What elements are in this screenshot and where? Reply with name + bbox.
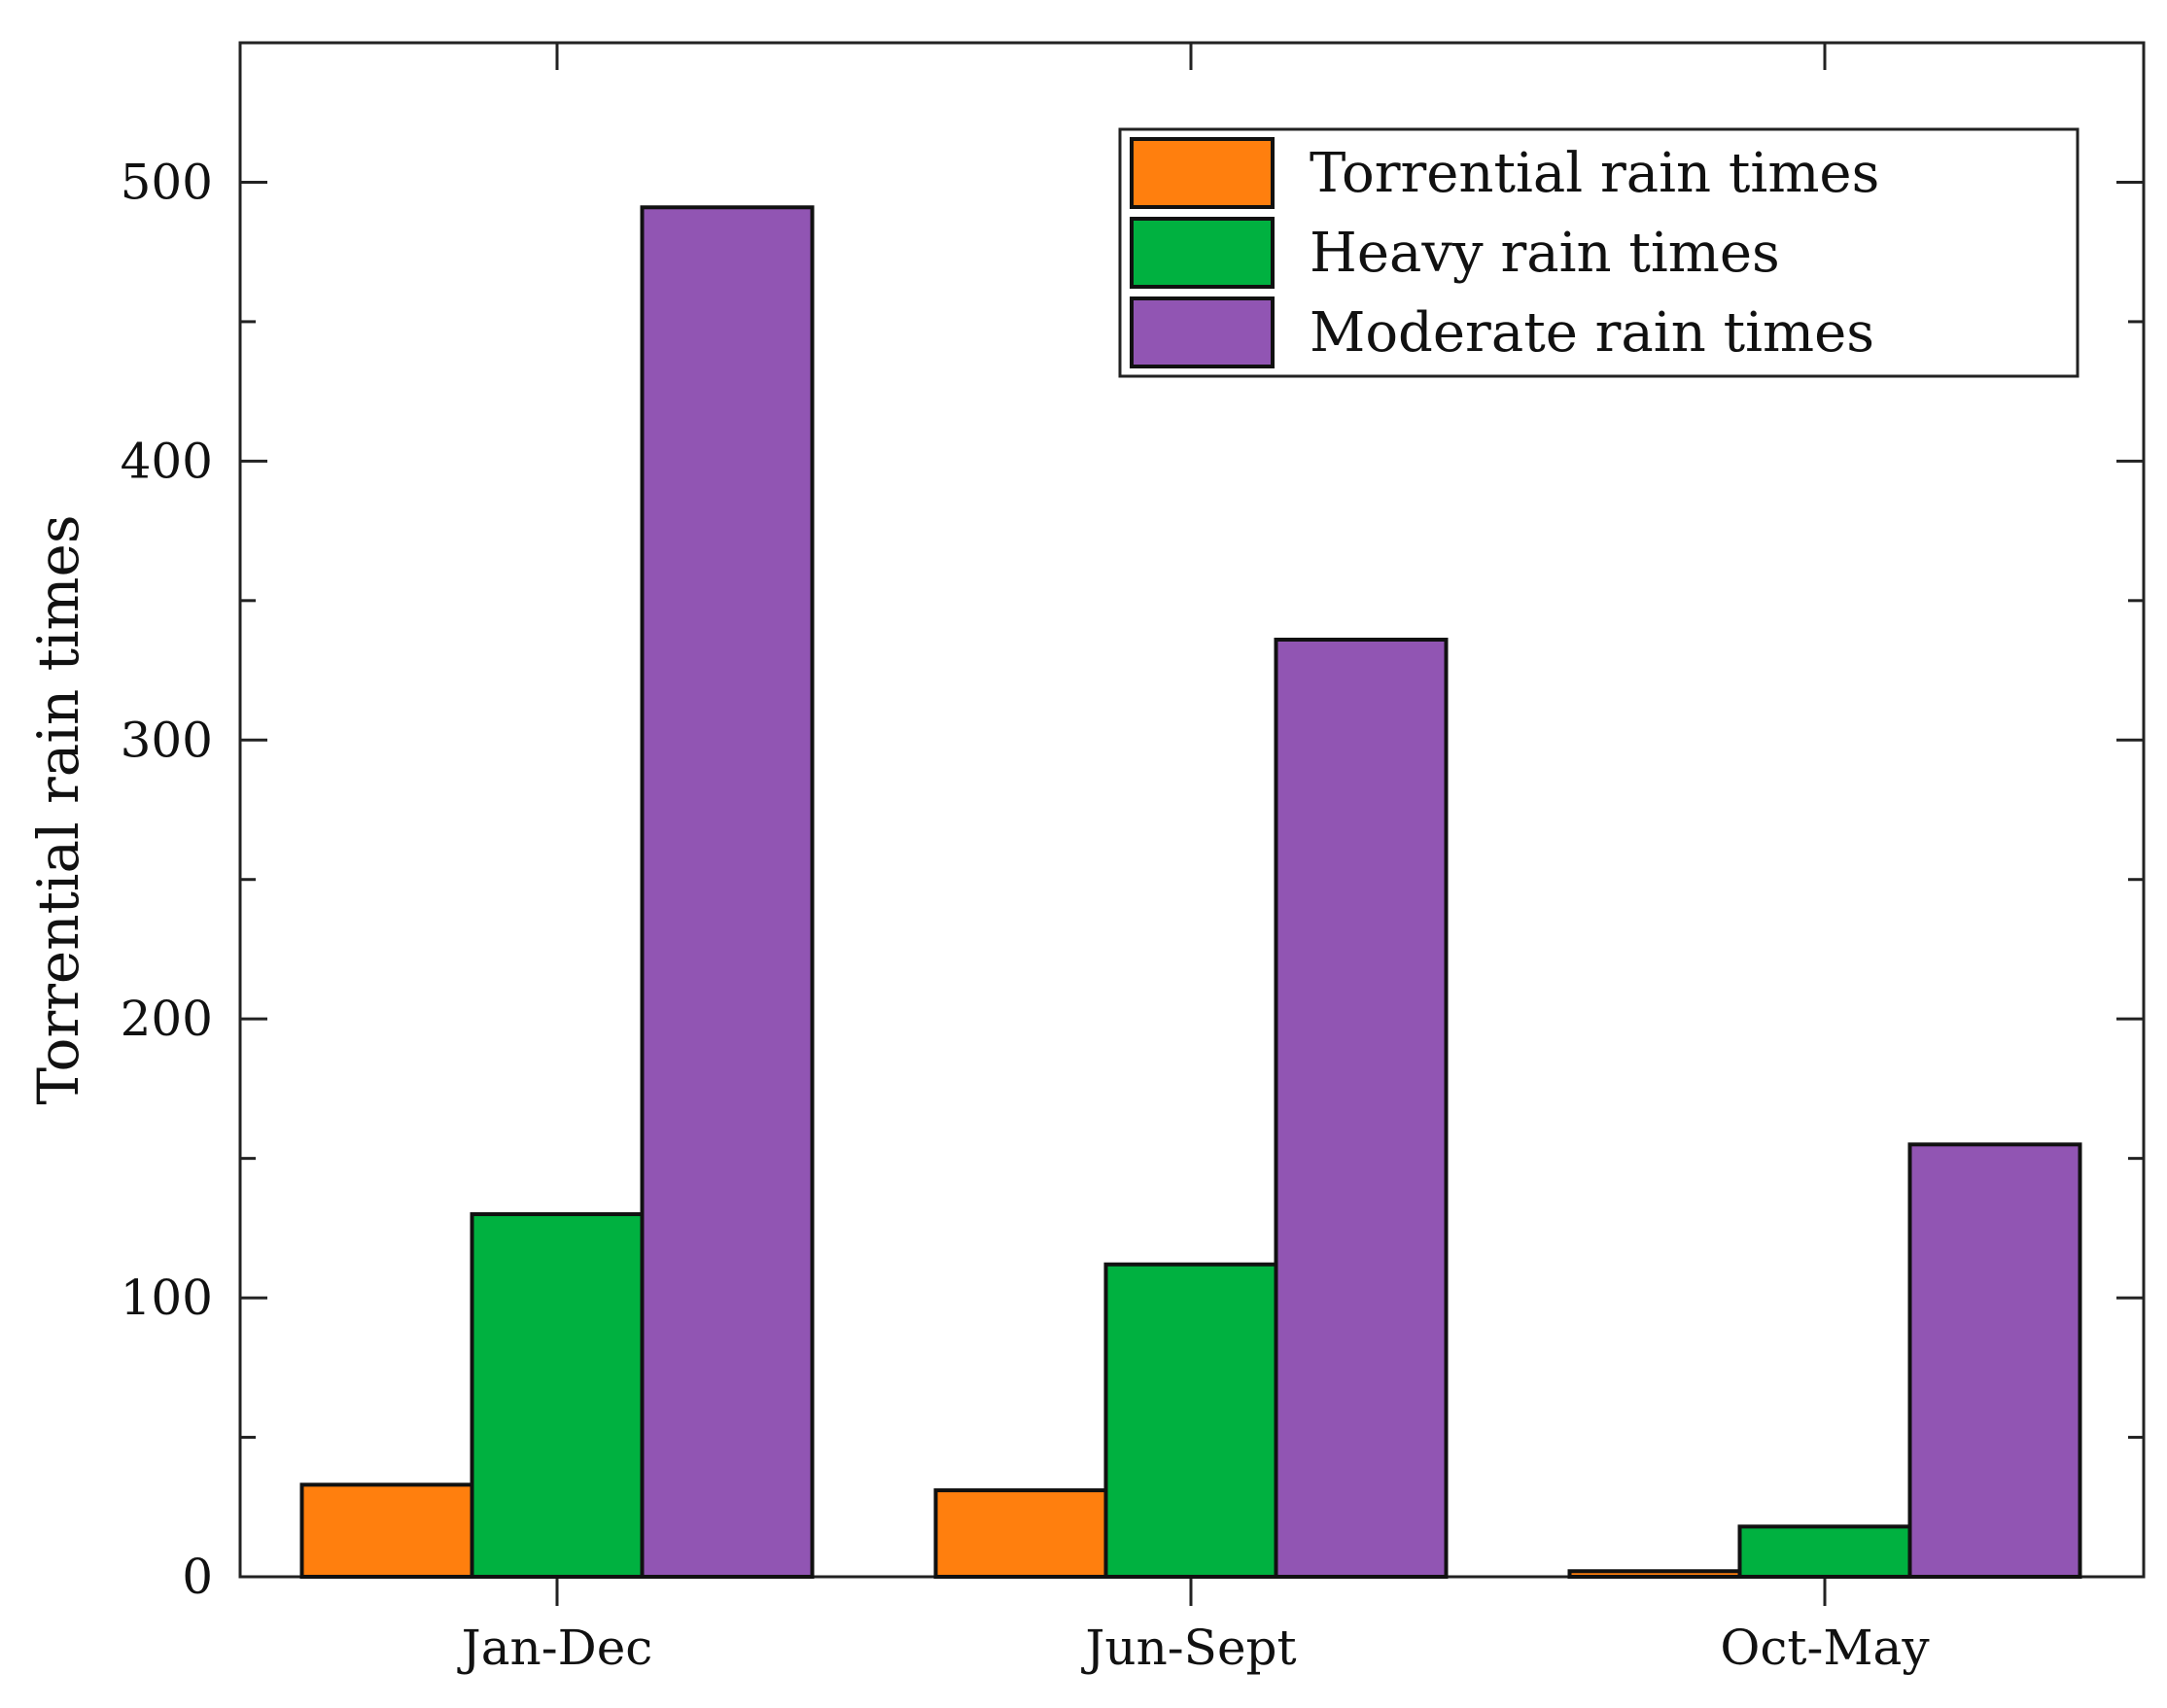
x-tick-label: Jun-Sept: [1080, 1620, 1296, 1676]
y-tick-label: 0: [182, 1549, 213, 1605]
y-tick-label: 200: [121, 991, 213, 1047]
axis-ticks: [240, 43, 2144, 1606]
x-tick-label: Jan-Dec: [457, 1620, 653, 1676]
bar-moderate-rain-times: [1907, 1142, 2082, 1579]
tick-labels: 0 100 200 300 400 500 Jan-Dec Jun-Sept Oct-May: [121, 154, 1931, 1676]
bars: [299, 205, 2082, 1580]
bar-heavy-rain-times: [1737, 1524, 1912, 1579]
legend-swatch: [1130, 296, 1275, 368]
legend-label: Moderate rain times: [1310, 301, 1874, 365]
bar-heavy-rain-times: [1103, 1262, 1278, 1580]
bar-moderate-rain-times: [1274, 637, 1449, 1579]
legend-swatch: [1130, 137, 1275, 209]
legend-label: Heavy rain times: [1310, 222, 1780, 285]
y-axis-title: Torrential rain times: [25, 514, 91, 1104]
legend-label: Torrential rain times: [1310, 142, 1879, 205]
bar-torrential-rain-times: [299, 1482, 474, 1579]
y-tick-label: 300: [121, 712, 213, 768]
bar-torrential-rain-times: [1567, 1569, 1742, 1580]
x-tick-label: Oct-May: [1720, 1620, 1930, 1676]
bar-moderate-rain-times: [640, 205, 815, 1579]
y-tick-label: 500: [121, 154, 213, 210]
legend-box: [1118, 127, 2080, 378]
legend-swatch: [1130, 217, 1275, 289]
legend: Torrential rain times Heavy rain times Mod…: [1118, 127, 2080, 378]
y-tick-label: 100: [121, 1270, 213, 1326]
bar-heavy-rain-times: [470, 1212, 645, 1579]
bar-torrential-rain-times: [933, 1488, 1108, 1580]
y-tick-label: 400: [121, 433, 213, 489]
